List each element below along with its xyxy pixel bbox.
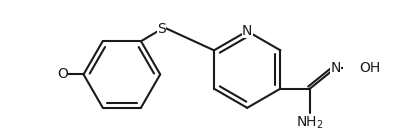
Text: O: O xyxy=(57,67,68,81)
Text: OH: OH xyxy=(359,61,380,75)
Text: N: N xyxy=(242,24,252,38)
Text: S: S xyxy=(157,22,166,36)
Text: N: N xyxy=(330,61,340,75)
Text: NH$_2$: NH$_2$ xyxy=(296,114,324,131)
